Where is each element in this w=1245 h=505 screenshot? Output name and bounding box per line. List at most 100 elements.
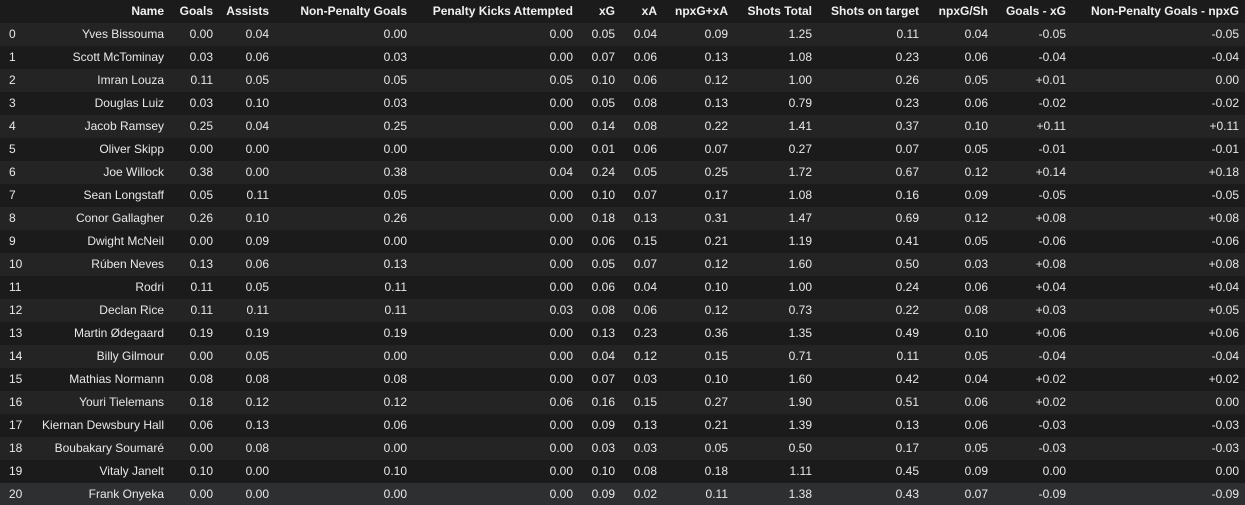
stat-cell: 0.10	[591, 73, 615, 87]
stat-cell: 0.04	[245, 27, 269, 41]
row-index: 15	[9, 372, 23, 386]
stat-cell: 0.17	[704, 188, 728, 202]
stat-cell: 0.07	[964, 487, 988, 501]
table-body: 0 Yves Bissouma 0.00 0.04 0.00 0.00 0.05 0.04 0.…	[0, 23, 1245, 505]
stat-cell: 0.03	[189, 50, 213, 64]
stat-cell: 0.00	[189, 349, 213, 363]
stat-cell: 0.04	[633, 280, 657, 294]
stat-cell: 0.25	[383, 119, 407, 133]
stat-cell: 0.00	[189, 441, 213, 455]
row-index: 6	[9, 165, 16, 179]
stat-cell: -0.04	[1211, 349, 1239, 363]
stat-cell: -0.05	[1211, 188, 1239, 202]
stat-cell: 0.03	[633, 372, 657, 386]
stat-cell: 0.12	[633, 349, 657, 363]
stat-cell: 0.06	[245, 50, 269, 64]
stat-cell: 0.25	[704, 165, 728, 179]
stat-cell: 0.09	[591, 487, 615, 501]
stat-cell: 0.06	[964, 418, 988, 432]
column-header: npxG/Sh	[938, 4, 988, 18]
table-row: 18 Boubakary Soumaré 0.00 0.08 0.00 0.00 0.03 0…	[0, 437, 1245, 460]
stat-cell: 0.11	[896, 27, 919, 41]
stat-cell: -0.03	[1211, 441, 1239, 455]
table-row: 7 Sean Longstaff 0.05 0.11 0.05 0.00 0.10 0.07 0…	[0, 184, 1245, 207]
column-header: Shots Total	[747, 4, 812, 18]
stat-cell: 0.07	[704, 142, 728, 156]
stat-cell: 0.09	[245, 234, 269, 248]
row-index: 8	[9, 211, 16, 225]
player-name-cell: Youri Tielemans	[79, 395, 164, 409]
stat-cell: 0.04	[964, 372, 988, 386]
stat-cell: 0.51	[895, 395, 919, 409]
stat-cell: 0.38	[189, 165, 213, 179]
stat-cell: 1.19	[788, 234, 812, 248]
table-row: 2 Imran Louza 0.11 0.05 0.05 0.05 0.10 0.06 0.12…	[0, 69, 1245, 92]
stat-cell: 0.00	[549, 96, 573, 110]
row-index: 7	[9, 188, 16, 202]
player-name-cell: Vitaly Janelt	[99, 464, 164, 478]
stat-cell: 0.00	[549, 464, 573, 478]
stat-cell: 0.14	[591, 119, 615, 133]
table-row: 0 Yves Bissouma 0.00 0.04 0.00 0.00 0.05 0.04 0.…	[0, 23, 1245, 46]
stat-cell: 0.00	[245, 165, 269, 179]
stat-cell: 0.10	[964, 326, 988, 340]
player-name-cell: Rodri	[135, 280, 164, 294]
stat-cell: 0.19	[383, 326, 407, 340]
stat-cell: 0.02	[633, 487, 657, 501]
stat-cell: +0.08	[1208, 211, 1239, 225]
table-row: 11 Rodri 0.11 0.05 0.11 0.00 0.06 0.04 0.10 1.00 0…	[0, 276, 1245, 299]
stat-cell: -0.09	[1038, 487, 1066, 501]
stat-cell: +0.05	[1208, 303, 1239, 317]
row-index: 17	[9, 418, 23, 432]
stat-cell: 0.05	[189, 188, 213, 202]
stat-cell: 0.37	[895, 119, 919, 133]
row-index: 4	[9, 119, 16, 133]
stat-cell: 0.10	[704, 280, 728, 294]
stat-cell: 1.25	[788, 27, 812, 41]
stat-cell: 0.00	[383, 27, 407, 41]
stat-cell: 0.08	[633, 119, 657, 133]
stat-cell: 0.42	[895, 372, 919, 386]
stat-cell: 0.13	[633, 211, 657, 225]
player-name-cell: Conor Gallagher	[75, 211, 164, 225]
stat-cell: 0.26	[383, 211, 407, 225]
stat-cell: +0.02	[1208, 372, 1239, 386]
stat-cell: 1.60	[788, 257, 812, 271]
stat-cell: 1.08	[788, 188, 812, 202]
stat-cell: 0.00	[383, 234, 407, 248]
table-row: 14 Billy Gilmour 0.00 0.05 0.00 0.00 0.04 0.12 0…	[0, 345, 1245, 368]
stat-cell: 0.06	[964, 280, 988, 294]
stat-cell: -0.02	[1211, 96, 1239, 110]
stat-cell: 0.11	[384, 303, 407, 317]
row-index: 14	[9, 349, 23, 363]
stat-cell: 0.10	[189, 464, 213, 478]
stat-cell: 0.00	[549, 50, 573, 64]
stat-cell: 0.00	[549, 27, 573, 41]
stat-cell: 0.08	[245, 441, 269, 455]
column-header: xG	[598, 4, 615, 18]
stat-cell: 0.00	[1215, 464, 1239, 478]
player-name-cell: Rúben Neves	[91, 257, 164, 271]
stat-cell: 0.49	[895, 326, 919, 340]
stat-cell: 0.12	[704, 303, 728, 317]
stat-cell: -0.02	[1038, 96, 1066, 110]
table-row: 9 Dwight McNeil 0.00 0.09 0.00 0.00 0.06 0.15 0.…	[0, 230, 1245, 253]
stat-cell: 0.05	[964, 441, 988, 455]
stat-cell: 0.12	[964, 211, 988, 225]
column-header: Non-Penalty Goals	[300, 4, 407, 18]
row-index: 13	[9, 326, 23, 340]
row-index: 9	[9, 234, 16, 248]
stat-cell: 1.00	[788, 280, 812, 294]
stat-cell: 0.00	[189, 142, 213, 156]
stat-cell: 0.10	[245, 96, 269, 110]
stat-cell: -0.01	[1038, 142, 1066, 156]
table-row: 4 Jacob Ramsey 0.25 0.04 0.25 0.00 0.14 0.08 0.2…	[0, 115, 1245, 138]
column-header: Name	[131, 4, 164, 18]
stat-cell: 0.09	[964, 464, 988, 478]
stat-cell: 0.06	[383, 418, 407, 432]
stat-cell: -0.04	[1038, 349, 1066, 363]
row-index: 5	[9, 142, 16, 156]
player-name-cell: Sean Longstaff	[83, 188, 164, 202]
stat-cell: 0.05	[591, 96, 615, 110]
stat-cell: 0.06	[964, 395, 988, 409]
